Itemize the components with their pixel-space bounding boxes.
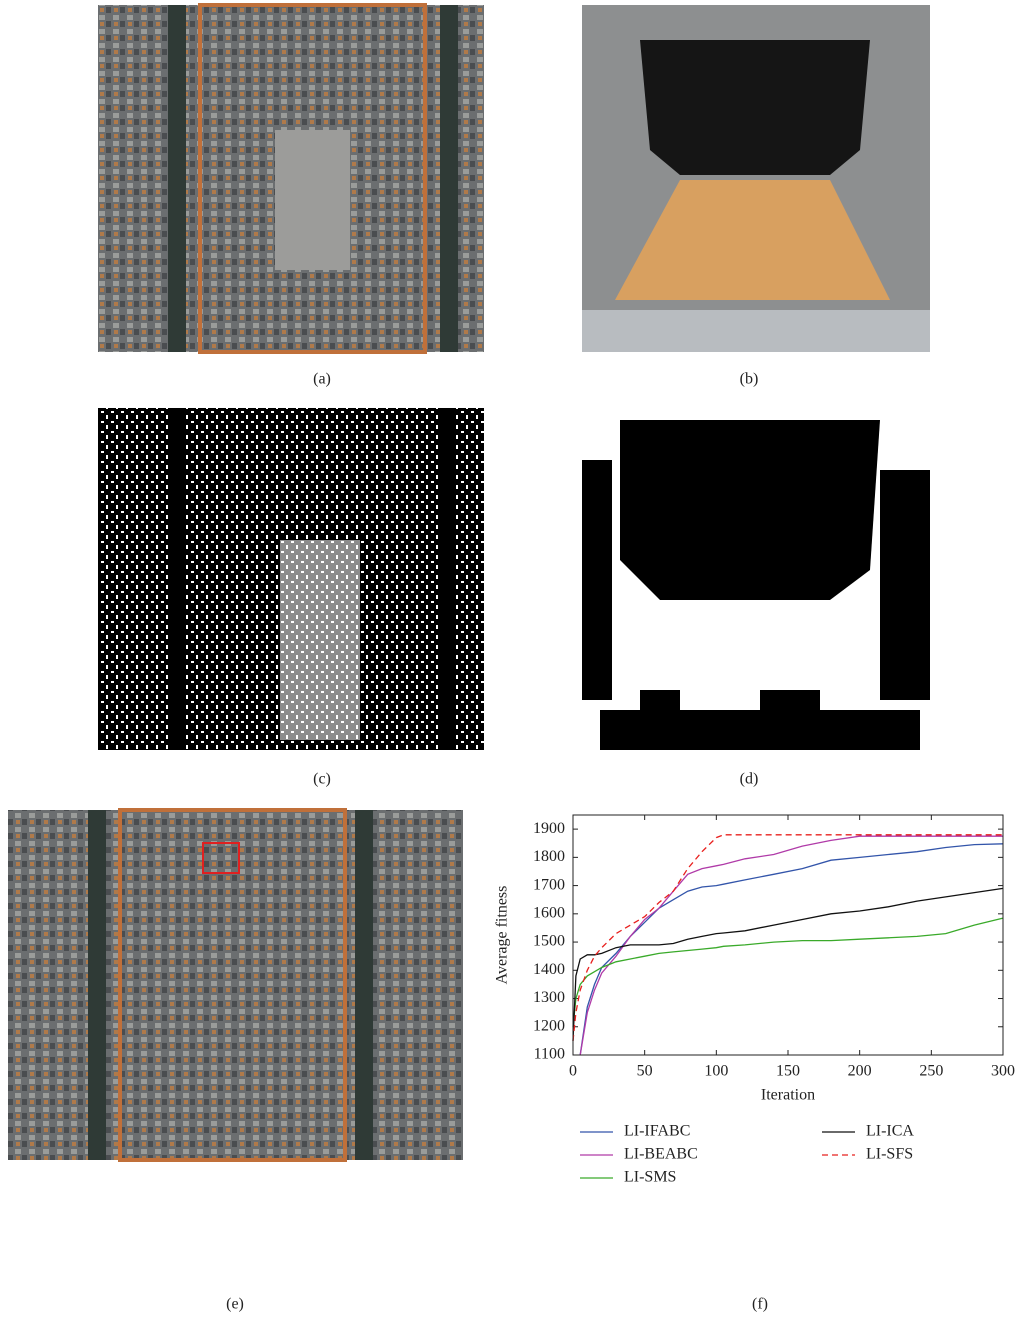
x-tick-label: 0	[569, 1063, 577, 1080]
aerial-image	[98, 5, 484, 352]
y-tick-label: 1300	[533, 989, 565, 1006]
y-tick-label: 1600	[533, 904, 565, 921]
series-line	[573, 835, 1003, 1041]
y-tick-label: 1900	[533, 820, 565, 837]
y-tick-label: 1100	[534, 1046, 565, 1063]
zoom-image	[582, 5, 930, 352]
series-line	[580, 844, 1003, 1055]
chart: 1100 1200 1300 1400 1500 1600 1700 1800 1900 0 50 1…	[494, 815, 1015, 1186]
x-tick-label: 200	[848, 1063, 872, 1080]
plot-frame	[573, 815, 1003, 1055]
y-tick-label: 1800	[533, 848, 565, 865]
y-tick-label: 1700	[533, 876, 565, 893]
binary-image	[98, 408, 484, 750]
panel-label: (e)	[226, 1296, 244, 1313]
x-axis-label: Iteration	[761, 1087, 815, 1104]
legend-label: LI-SMS	[624, 1169, 676, 1186]
series-line	[580, 836, 1003, 1055]
series-line	[573, 918, 1003, 1027]
panel-label: (d)	[740, 771, 759, 788]
x-tick-label: 300	[991, 1063, 1015, 1080]
y-tick-label: 1200	[533, 1017, 565, 1034]
binary-zoom-image	[582, 408, 930, 750]
legend-label: LI-SFS	[866, 1146, 913, 1163]
x-tick-label: 150	[776, 1063, 800, 1080]
result-image	[8, 810, 463, 1160]
legend-label: LI-BEABC	[624, 1146, 698, 1163]
panel-label: (a)	[313, 371, 331, 388]
y-tick-label: 1400	[533, 961, 565, 978]
x-tick-label: 100	[704, 1063, 728, 1080]
figure: (a) (b) (c) (d) (e) (f) 1100 1200 1300 1400…	[0, 0, 1022, 1342]
x-tick-label: 250	[919, 1063, 943, 1080]
legend-label: LI-IFABC	[624, 1123, 690, 1140]
panel-label: (c)	[313, 771, 331, 788]
y-axis-label: Average fitness	[494, 886, 511, 985]
panel-label: (b)	[740, 371, 759, 388]
series-line	[573, 888, 1003, 1041]
x-tick-label: 50	[637, 1063, 653, 1080]
y-tick-label: 1500	[533, 933, 565, 950]
legend-label: LI-ICA	[866, 1123, 914, 1140]
page: (a) (b) (c) (d) (e) (f) 1100 1200 1300 1400…	[0, 0, 1022, 1342]
panel-label: (f)	[752, 1296, 768, 1313]
